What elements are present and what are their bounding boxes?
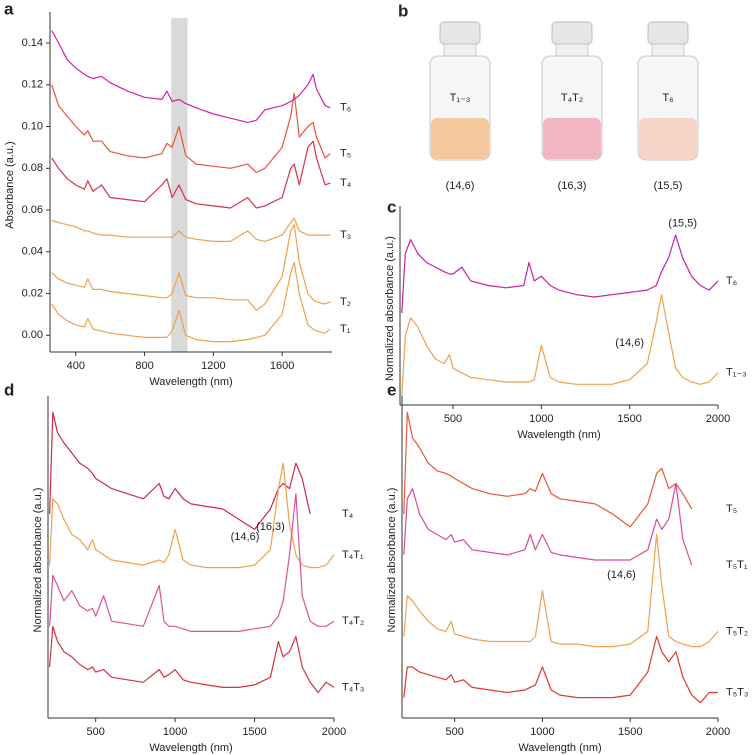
vial-neck <box>555 43 589 57</box>
annotation: (15,5) <box>668 217 697 229</box>
x-tick-label: 1600 <box>270 360 294 372</box>
vial-cap <box>551 21 593 45</box>
spectrum-line <box>51 30 331 123</box>
spectrum-line <box>401 234 719 314</box>
spectrum-line <box>403 533 719 648</box>
x-tick-label: 800 <box>135 360 153 372</box>
y-tick-label: 0.10 <box>22 120 43 132</box>
x-tick-label: 500 <box>444 413 462 425</box>
annotation: (14,6) <box>615 337 644 349</box>
x-tick-label: 1200 <box>201 360 225 372</box>
spectrum-line <box>403 635 718 704</box>
x-tick-label: 2000 <box>322 726 346 738</box>
series-label: T₁ <box>340 323 351 335</box>
spectrum-line <box>51 261 331 343</box>
vial-liquid <box>543 118 601 159</box>
vial-cap <box>439 21 481 45</box>
vial-label: T₁₋₃ <box>450 92 471 104</box>
vial-liquid <box>431 118 489 159</box>
series-label: T₅ <box>726 503 737 515</box>
series-label: T₅ <box>340 148 351 160</box>
chirality-label: (14,6) <box>446 180 475 192</box>
x-axis-label: Wavelength (nm) <box>518 742 601 754</box>
series-label: T₂ <box>340 296 351 308</box>
x-tick-label: 1000 <box>530 726 554 738</box>
x-tick-label: 2000 <box>706 413 730 425</box>
y-tick-label: 0.02 <box>22 287 43 299</box>
series-label: T₅T₁ <box>726 559 748 571</box>
series-label: T₁₋₃ <box>726 367 747 379</box>
x-axis-label: Wavelength (nm) <box>149 376 232 388</box>
x-tick-label: 1000 <box>163 726 187 738</box>
x-tick-label: 1500 <box>242 726 266 738</box>
series-label: T₄T₂ <box>342 615 364 627</box>
x-tick-label: 500 <box>86 726 104 738</box>
spectrum-line <box>51 217 331 242</box>
x-axis-label: Wavelength (nm) <box>517 429 600 441</box>
annotation: (14,6) <box>607 569 636 581</box>
spectrum-line <box>401 294 719 396</box>
spectrum-line <box>49 493 335 632</box>
y-axis-label: Normalized absorbance (a.u.) <box>384 236 396 381</box>
spectrum-line <box>49 411 311 530</box>
spectrum-line <box>51 140 331 209</box>
chirality-label: (16,3) <box>558 180 587 192</box>
series-label: T₆ <box>340 102 351 114</box>
x-axis-label: Wavelength (nm) <box>149 742 232 754</box>
y-tick-label: 0.06 <box>22 204 43 216</box>
series-label: T₅T₃ <box>726 686 748 698</box>
series-label: T₆ <box>726 275 737 287</box>
vial-cap <box>647 21 689 45</box>
panel-label: a <box>4 0 14 18</box>
spectrum-line <box>49 462 335 569</box>
vial <box>637 21 699 161</box>
y-axis-label: Absorbance (a.u.) <box>4 141 16 228</box>
vial-label: T₄T₂ <box>561 92 583 104</box>
x-tick-label: 400 <box>67 360 85 372</box>
panel-label: b <box>398 1 408 20</box>
y-axis-label: Normalized absorbance (a.u.) <box>386 488 398 633</box>
x-tick-label: 1500 <box>618 726 642 738</box>
series-label: T₅T₂ <box>726 625 748 637</box>
spectrum-line <box>51 224 331 311</box>
y-tick-label: 0.04 <box>22 246 43 258</box>
y-tick-label: 0.08 <box>22 162 43 174</box>
x-tick-label: 1500 <box>617 413 641 425</box>
vial <box>429 21 491 161</box>
spectrum-line <box>403 411 693 528</box>
annotation: (16,3) <box>256 521 285 533</box>
panel-label: e <box>387 380 396 399</box>
x-tick-label: 2000 <box>706 726 730 738</box>
vial-neck <box>651 43 685 57</box>
vial-label: T₆ <box>662 92 673 104</box>
panel-label: d <box>4 380 14 399</box>
series-label: T₄ <box>340 177 352 189</box>
y-axis-label: Normalized absorbance (a.u.) <box>32 488 44 633</box>
series-label: T₄T₁ <box>342 549 364 561</box>
panel-label: c <box>387 197 396 216</box>
annotation: (14,6) <box>231 531 260 543</box>
x-tick-label: 1000 <box>529 413 553 425</box>
series-label: T₃ <box>340 229 351 241</box>
y-tick-label: 0.00 <box>22 329 43 341</box>
chirality-label: (15,5) <box>654 180 683 192</box>
series-label: T₄T₃ <box>342 681 364 693</box>
series-label: T₄ <box>342 508 354 520</box>
y-tick-label: 0.14 <box>22 37 43 49</box>
spectrum-line <box>49 625 335 694</box>
vial-liquid <box>639 118 697 159</box>
vial-neck <box>443 43 477 57</box>
x-tick-label: 500 <box>445 726 463 738</box>
y-tick-label: 0.12 <box>22 79 43 91</box>
spectrum-line <box>51 84 331 174</box>
spectrum-line <box>403 482 693 566</box>
vial <box>541 21 603 161</box>
